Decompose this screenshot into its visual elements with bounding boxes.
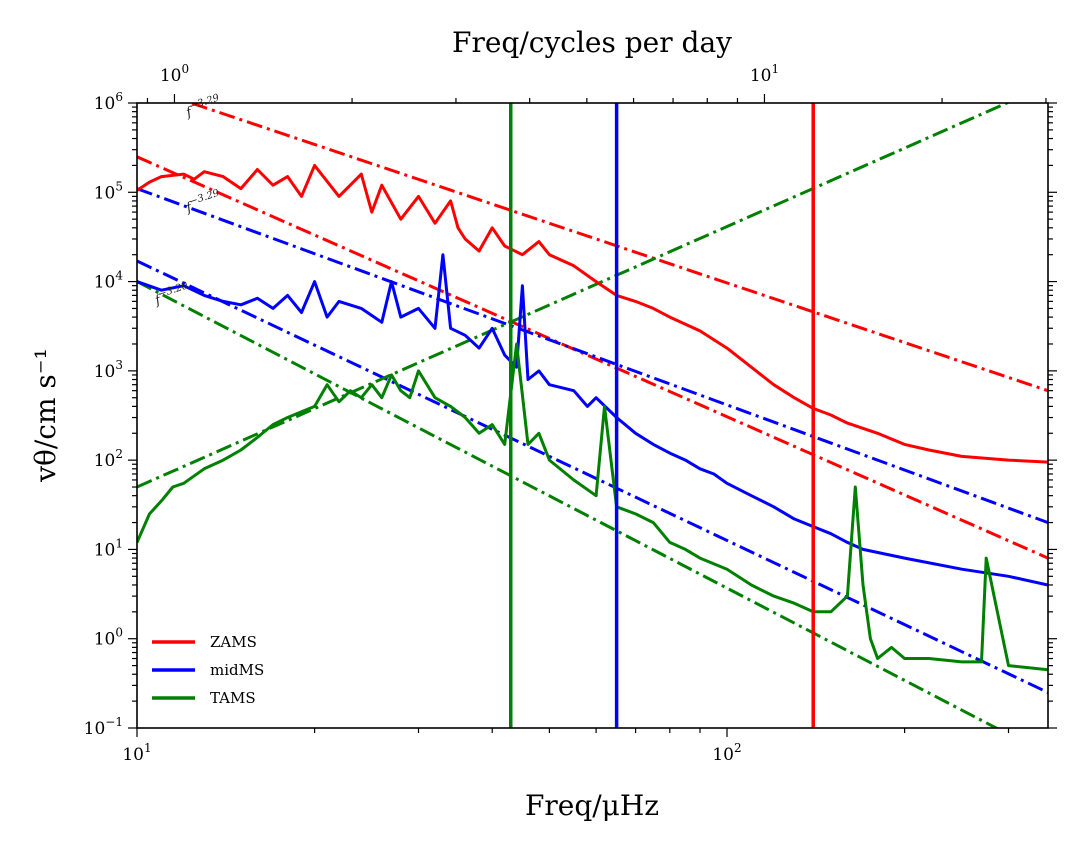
plot-frame bbox=[136, 102, 1049, 729]
top-x-axis-label: Freq/cycles per day bbox=[452, 26, 732, 59]
y-tick-label: 100 bbox=[94, 626, 123, 650]
y-tick-label: 104 bbox=[94, 269, 124, 293]
legend: ZAMS midMS TAMS bbox=[152, 633, 264, 707]
series-line-TAMS bbox=[137, 342, 1048, 672]
x-tick-label: 101 bbox=[122, 741, 151, 765]
y-tick-label: 105 bbox=[94, 179, 123, 203]
fit-line-TAMS-fit-1 bbox=[137, 280, 1000, 728]
series-line-midMS bbox=[137, 253, 1048, 587]
top-tick-label: 100 bbox=[160, 62, 189, 86]
top-tick-label: 101 bbox=[750, 62, 779, 86]
fit-line-TAMS-fit-2 bbox=[137, 103, 1011, 489]
fit-line-ZAMS-fit-1 bbox=[186, 103, 1048, 393]
x-tick-label: 102 bbox=[712, 741, 741, 765]
legend-label-ZAMS: ZAMS bbox=[210, 633, 257, 651]
fit-line-midMS-fit-2 bbox=[137, 259, 1048, 694]
x-axis-label: Freq/μHz bbox=[525, 789, 659, 822]
legend-label-TAMS: TAMS bbox=[210, 689, 256, 707]
y-axis-label: vθ/cm s⁻¹ bbox=[29, 348, 62, 483]
y-tick-label: 10−1 bbox=[84, 715, 123, 739]
y-tick-label: 102 bbox=[94, 447, 123, 471]
y-tick-label: 106 bbox=[94, 90, 123, 114]
fit-line-ZAMS-fit-2 bbox=[137, 155, 1048, 560]
y-tick-label: 103 bbox=[94, 358, 123, 382]
legend-label-midMS: midMS bbox=[210, 661, 264, 679]
fit-line-midMS-fit-1 bbox=[137, 187, 1048, 525]
y-tick-label: 101 bbox=[94, 536, 123, 560]
